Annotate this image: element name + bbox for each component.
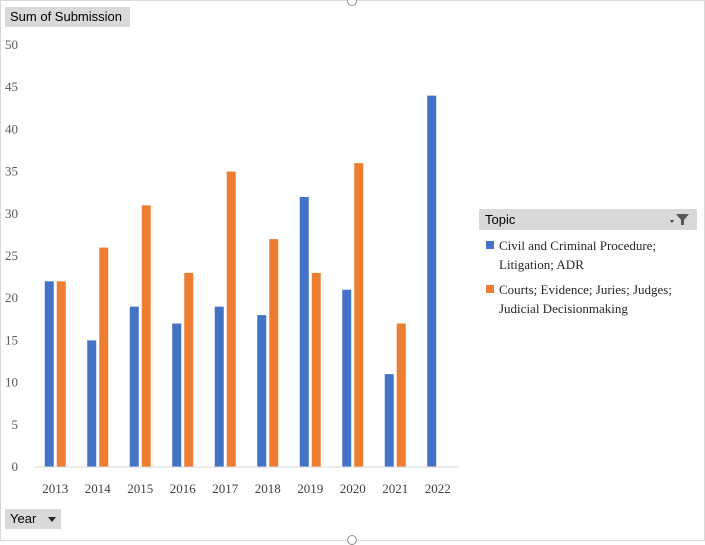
bar-series-1[interactable] <box>299 196 309 468</box>
x-tick-label: 2022 <box>425 481 451 496</box>
legend-color-key <box>486 285 494 293</box>
x-tick-label: 2019 <box>297 481 323 496</box>
legend-title: Topic <box>485 212 516 227</box>
y-tick-label: 0 <box>12 459 19 474</box>
bar-series-2[interactable] <box>184 272 194 467</box>
legend-color-key <box>486 241 494 249</box>
legend[interactable]: Topic Civil and Criminal Procedure; Liti… <box>479 209 697 318</box>
x-tick-label: 2021 <box>382 481 408 496</box>
bar-series-2[interactable] <box>311 272 321 467</box>
x-tick-label: 2014 <box>85 481 112 496</box>
legend-header[interactable]: Topic <box>479 209 697 230</box>
y-tick-label: 40 <box>5 121 18 136</box>
resize-handle-top[interactable] <box>347 0 357 6</box>
legend-item[interactable]: Civil and Criminal Procedure; Litigation… <box>479 236 689 274</box>
bar-series-2[interactable] <box>141 205 151 468</box>
legend-label: Civil and Criminal Procedure; Litigation… <box>499 238 657 272</box>
bar-series-1[interactable] <box>214 306 224 467</box>
y-tick-label: 5 <box>12 417 19 432</box>
y-tick-label: 10 <box>5 375 18 390</box>
legend-item[interactable]: Courts; Evidence; Juries; Judges; Judici… <box>479 280 689 318</box>
y-tick-label: 25 <box>5 248 18 263</box>
y-tick-label: 35 <box>5 164 18 179</box>
bar-series-2[interactable] <box>99 247 109 467</box>
y-tick-label: 50 <box>5 37 18 52</box>
bar-series-2[interactable] <box>354 163 364 467</box>
bar-series-2[interactable] <box>396 323 406 467</box>
bar-series-1[interactable] <box>384 374 394 467</box>
bar-series-2[interactable] <box>226 171 236 467</box>
x-tick-label: 2017 <box>212 481 239 496</box>
axis-field-button[interactable]: Year <box>5 509 61 529</box>
bar-series-1[interactable] <box>172 323 182 467</box>
bar-series-1[interactable] <box>44 281 54 467</box>
value-field-label: Sum of Submission <box>10 9 122 24</box>
y-tick-label: 45 <box>5 79 18 94</box>
bar-series-1[interactable] <box>257 315 267 467</box>
x-tick-label: 2020 <box>340 481 366 496</box>
bar-series-2[interactable] <box>56 281 66 467</box>
y-tick-label: 15 <box>5 332 18 347</box>
bar-series-1[interactable] <box>87 340 97 467</box>
bar-series-1[interactable] <box>129 306 139 467</box>
legend-label: Courts; Evidence; Juries; Judges; Judici… <box>499 282 672 316</box>
bar-series-1[interactable] <box>342 289 352 467</box>
dropdown-arrow-icon[interactable] <box>48 517 56 522</box>
x-tick-label: 2018 <box>255 481 281 496</box>
y-tick-label: 20 <box>5 290 18 305</box>
value-field-button[interactable]: Sum of Submission <box>5 7 130 27</box>
x-tick-label: 2013 <box>42 481 68 496</box>
y-tick-label: 30 <box>5 206 18 221</box>
axis-field-label: Year <box>10 511 37 526</box>
x-tick-label: 2016 <box>170 481 197 496</box>
bar-series-1[interactable] <box>427 95 437 467</box>
x-tick-label: 2015 <box>127 481 153 496</box>
filter-dropdown-icon[interactable] <box>669 212 691 227</box>
bar-series-2[interactable] <box>269 239 279 467</box>
